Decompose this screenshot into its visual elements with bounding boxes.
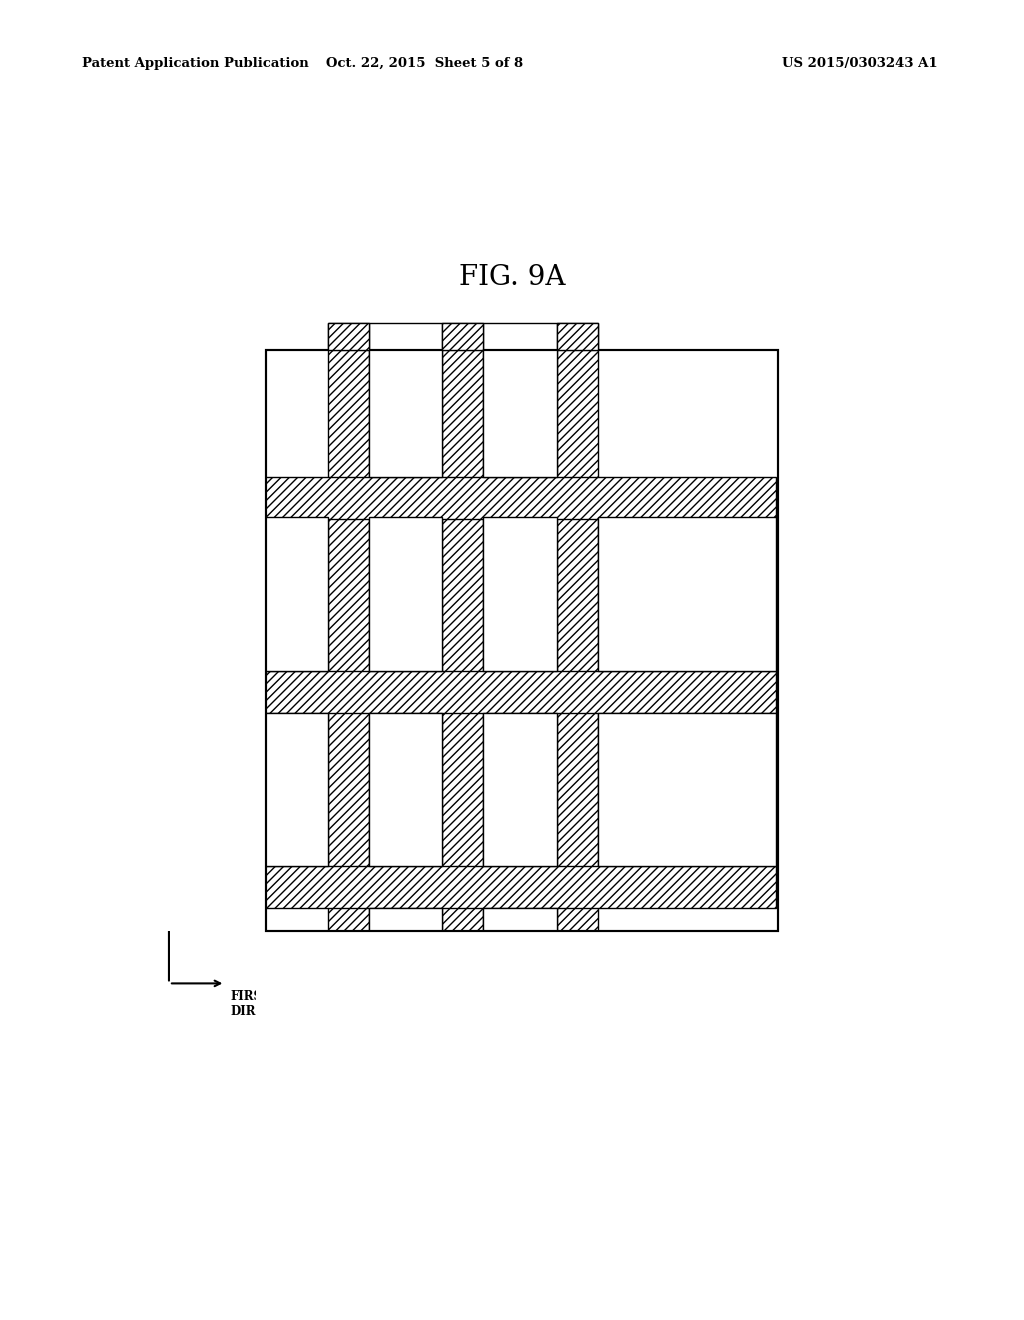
Bar (369, 908, 442, 931)
Text: Oct. 22, 2015  Sheet 5 of 8: Oct. 22, 2015 Sheet 5 of 8 (327, 57, 523, 70)
Bar (483, 517, 557, 671)
Bar (369, 517, 442, 671)
Bar (328, 323, 369, 350)
Text: 100: 100 (842, 898, 865, 911)
Bar (266, 350, 778, 931)
Bar (328, 323, 369, 931)
Bar (369, 323, 442, 477)
Bar (778, 350, 1024, 931)
Bar (483, 908, 557, 931)
Text: 160a: 160a (842, 685, 873, 698)
Text: Patent Application Publication: Patent Application Publication (82, 57, 308, 70)
Text: FIG. 9A: FIG. 9A (459, 264, 565, 290)
Bar (264, 671, 776, 713)
Bar (557, 323, 598, 931)
Bar (264, 713, 328, 866)
Bar (557, 323, 598, 350)
Bar (442, 323, 483, 931)
Bar (598, 517, 776, 671)
Bar (369, 713, 442, 866)
Bar (264, 477, 776, 519)
Bar (264, 866, 776, 908)
Bar (598, 713, 776, 866)
Bar (264, 517, 328, 671)
Text: SECOND
DIRECTION: SECOND DIRECTION (103, 876, 183, 904)
Bar (483, 713, 557, 866)
Text: US 2015/0303243 A1: US 2015/0303243 A1 (782, 57, 938, 70)
Bar (266, 350, 778, 931)
Bar (256, 931, 788, 1320)
Bar (483, 323, 557, 477)
Bar (0, 350, 266, 931)
Text: FIRST
DIRECTION: FIRST DIRECTION (230, 990, 309, 1018)
Bar (266, 350, 778, 931)
Text: 150: 150 (842, 783, 865, 796)
Bar (442, 323, 483, 350)
